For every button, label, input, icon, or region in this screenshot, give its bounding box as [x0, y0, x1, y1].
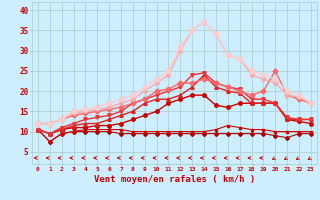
X-axis label: Vent moyen/en rafales ( km/h ): Vent moyen/en rafales ( km/h ): [94, 175, 255, 184]
